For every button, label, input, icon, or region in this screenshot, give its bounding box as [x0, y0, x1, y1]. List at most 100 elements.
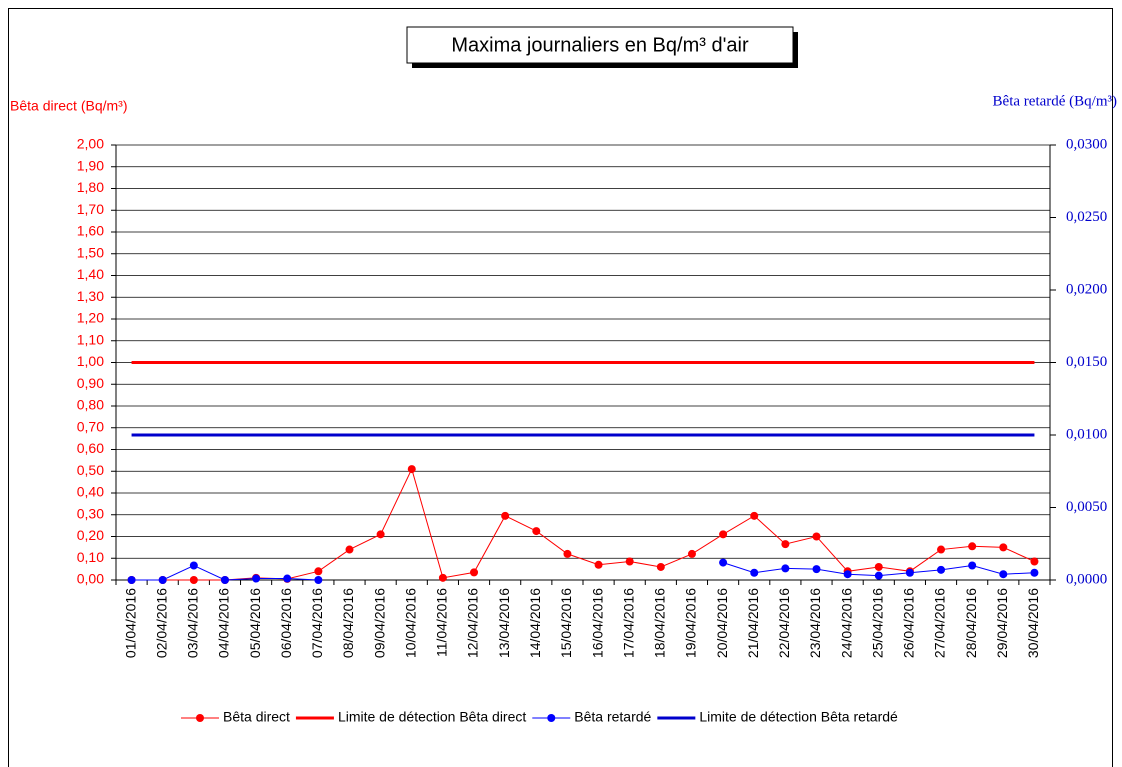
x-tick-label: 04/04/2016 [216, 588, 232, 658]
point [905, 568, 914, 577]
point [687, 549, 696, 558]
title-box [406, 26, 794, 64]
series-line [131, 467, 1035, 581]
point [812, 532, 821, 541]
series-line [131, 562, 1035, 581]
x-tick-label: 21/04/2016 [745, 588, 761, 658]
y-tick-label: 1,40 [77, 266, 104, 282]
y-tick-label: 1,80 [77, 179, 104, 195]
y2-tick-label: 0,0050 [1066, 499, 1107, 515]
x-tick-label: 24/04/2016 [838, 588, 854, 658]
x-tick-label: 26/04/2016 [901, 588, 917, 658]
point [937, 545, 946, 554]
x-tick-label: 20/04/2016 [714, 588, 730, 658]
x-tick-label: 02/04/2016 [153, 588, 169, 658]
y2-tick-label: 0,0250 [1066, 209, 1107, 225]
x-tick-label: 25/04/2016 [869, 588, 885, 658]
x-tick-label: 12/04/2016 [465, 588, 481, 658]
y2-tick-label: 0,0300 [1066, 136, 1107, 152]
x-tick-label: 14/04/2016 [527, 588, 543, 658]
legend-label: Bêta retardé [574, 709, 651, 725]
point [563, 549, 572, 558]
point [407, 465, 416, 474]
y-tick-label: 1,60 [77, 223, 104, 239]
y-tick-label: 2,00 [77, 136, 104, 152]
legend-marker [196, 714, 204, 722]
y2-axis-label: Bêta retardé (Bq/m³) [993, 93, 1117, 109]
x-tick-label: 07/04/2016 [309, 588, 325, 658]
point [1030, 557, 1039, 566]
x-tick-label: 29/04/2016 [994, 588, 1010, 658]
y2-tick-label: 0,0200 [1066, 281, 1107, 297]
y-tick-label: 0,30 [77, 505, 104, 521]
y-tick-label: 1,10 [77, 331, 104, 347]
y-tick-label: 0,80 [77, 397, 104, 413]
point [937, 565, 946, 574]
x-tick-label: 30/04/2016 [1025, 588, 1041, 658]
x-tick-label: 19/04/2016 [683, 588, 699, 658]
y-tick-label: 1,70 [77, 201, 104, 217]
point [719, 530, 728, 539]
legend-label: Bêta direct [223, 709, 290, 725]
y-axis-label: Bêta direct (Bq/m³) [10, 98, 127, 114]
x-tick-label: 11/04/2016 [434, 588, 450, 657]
y2-tick-label: 0,0100 [1066, 426, 1107, 442]
legend-marker [547, 714, 556, 722]
point [781, 564, 790, 573]
y-tick-label: 0,50 [77, 462, 104, 478]
point [314, 576, 323, 584]
point [968, 561, 977, 570]
point [532, 527, 541, 536]
x-tick-label: 18/04/2016 [652, 588, 668, 658]
y-tick-label: 1,90 [77, 157, 104, 173]
point [220, 576, 229, 584]
y2-tick-label: 0,0150 [1066, 354, 1107, 370]
point [189, 561, 198, 570]
x-tick-label: 05/04/2016 [247, 588, 263, 658]
point [812, 565, 821, 574]
x-tick-label: 13/04/2016 [496, 588, 512, 658]
y-tick-label: 1,30 [77, 288, 104, 304]
point [594, 560, 603, 569]
x-tick-label: 23/04/2016 [807, 588, 823, 658]
point [781, 540, 790, 549]
point [376, 530, 385, 539]
y-tick-label: 0,60 [77, 440, 104, 456]
point [719, 558, 728, 567]
legend-label: Limite de détection Bêta retardé [699, 709, 898, 725]
point [158, 576, 167, 584]
point [127, 576, 136, 584]
legend-label: Limite de détection Bêta direct [338, 709, 526, 725]
x-tick-label: 01/04/2016 [122, 588, 138, 658]
y-tick-label: 0,00 [77, 571, 104, 587]
x-tick-label: 22/04/2016 [776, 588, 792, 658]
y-tick-label: 0,90 [77, 375, 104, 391]
point [968, 542, 977, 551]
point [438, 573, 447, 582]
y-tick-label: 0,70 [77, 418, 104, 434]
x-tick-label: 08/04/2016 [340, 588, 356, 658]
point [314, 567, 323, 576]
point [750, 511, 759, 520]
point [625, 557, 634, 566]
point [1030, 568, 1039, 577]
x-tick-label: 17/04/2016 [620, 588, 636, 658]
point [283, 574, 292, 583]
point [874, 571, 883, 580]
y2-tick-label: 0,0000 [1066, 571, 1107, 587]
x-tick-label: 09/04/2016 [371, 588, 387, 658]
point [345, 545, 354, 554]
y-tick-label: 0,20 [77, 527, 104, 543]
point [999, 570, 1008, 579]
x-tick-label: 06/04/2016 [278, 588, 294, 658]
x-tick-label: 15/04/2016 [558, 588, 574, 658]
point [470, 568, 479, 577]
point [252, 574, 261, 583]
chart-border [8, 8, 1113, 767]
point [189, 576, 198, 584]
point [999, 543, 1008, 552]
point [501, 511, 510, 520]
chart-title: Maxima journaliers en Bq/m³ d'air [451, 34, 749, 56]
